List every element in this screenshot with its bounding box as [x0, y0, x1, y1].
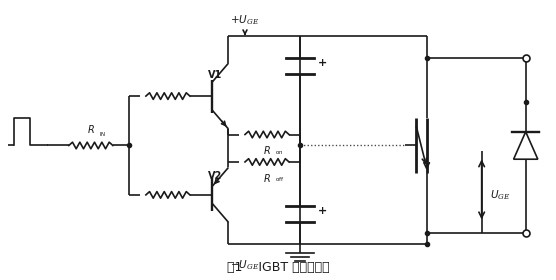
- Text: $R$: $R$: [263, 144, 271, 157]
- Text: $+U_{\mathregular{GE}}$: $+U_{\mathregular{GE}}$: [230, 14, 260, 27]
- Text: $R$: $R$: [87, 123, 95, 134]
- Text: +: +: [317, 206, 327, 216]
- Text: V2: V2: [207, 171, 222, 181]
- Text: $_\mathregular{off}$: $_\mathregular{off}$: [275, 175, 285, 184]
- Text: +: +: [317, 58, 327, 68]
- Text: V1: V1: [207, 70, 222, 80]
- Text: $-U_{\mathregular{GE}}$: $-U_{\mathregular{GE}}$: [230, 258, 260, 272]
- Text: $U_{\mathregular{GE}}$: $U_{\mathregular{GE}}$: [490, 188, 510, 202]
- Text: $_\mathregular{IN}$: $_\mathregular{IN}$: [99, 130, 106, 139]
- Text: $R$: $R$: [263, 172, 271, 184]
- Text: 图1    IGBT 驱动原理图: 图1 IGBT 驱动原理图: [227, 262, 329, 274]
- Text: $_\mathregular{on}$: $_\mathregular{on}$: [275, 148, 284, 157]
